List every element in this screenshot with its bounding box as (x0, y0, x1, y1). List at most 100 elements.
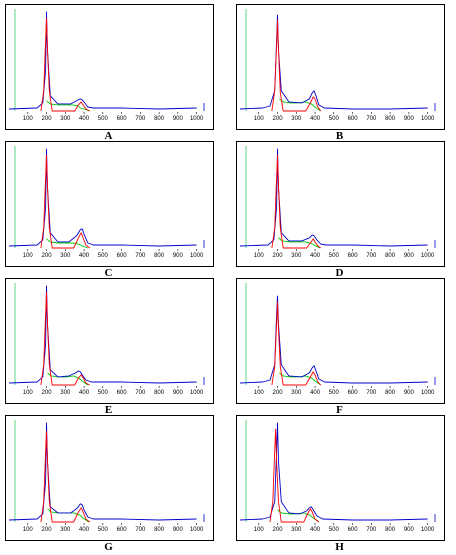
series-line-red (40, 430, 90, 523)
x-tick-label: 1000 (421, 253, 435, 259)
panel-letter-label: A (104, 130, 113, 142)
histogram-plot: 100 200 300 400 500 600 700 800 900 1000 (8, 9, 205, 122)
x-tick-label: 1000 (421, 390, 435, 396)
x-tick-label: 600 (117, 116, 128, 122)
panel-a: 100 200 300 400 500 600 700 800 900 1000 A (5, 4, 214, 144)
x-tick-label: 800 (154, 527, 165, 533)
x-tick-label: 300 (60, 527, 71, 533)
histogram-plot: 100 200 300 400 500 600 700 800 900 1000 (8, 283, 205, 396)
x-tick-label: 400 (310, 116, 321, 122)
plot-frame: 100 200 300 400 500 600 700 800 900 1000 (236, 415, 445, 541)
panel-letter-label: C (104, 267, 113, 279)
series-line-blue (239, 295, 428, 384)
series-line-blue (8, 285, 197, 384)
histogram-plot: 100 200 300 400 500 600 700 800 900 1000 (239, 420, 436, 533)
x-tick-label: 100 (254, 527, 265, 533)
x-tick-label: 100 (254, 390, 265, 396)
series-line-red (271, 301, 322, 386)
x-tick-label: 700 (366, 527, 377, 533)
plot-frame: 100 200 300 400 500 600 700 800 900 1000 (236, 4, 445, 130)
series-line-green (278, 237, 320, 249)
x-tick-label: 900 (173, 527, 184, 533)
x-tick-label: 200 (42, 390, 53, 396)
plot-frame: 100 200 300 400 500 600 700 800 900 1000 (236, 278, 445, 404)
x-tick-label: 300 (291, 390, 302, 396)
plot-frame: 100 200 300 400 500 600 700 800 900 1000 (236, 141, 445, 267)
series-line-green (47, 372, 89, 386)
x-tick-label: 700 (135, 253, 146, 259)
x-tick-label: 400 (310, 390, 321, 396)
x-tick-label: 600 (348, 527, 359, 533)
x-tick-label: 500 (329, 116, 340, 122)
x-tick-label: 300 (60, 390, 71, 396)
x-tick-label: 300 (291, 527, 302, 533)
plot-frame: 100 200 300 400 500 600 700 800 900 1000 (5, 4, 214, 130)
series-line-blue (8, 11, 197, 110)
series-line-red (40, 17, 90, 112)
x-tick-label: 400 (310, 253, 321, 259)
panel-letter-label: H (335, 541, 344, 553)
x-tick-label: 400 (79, 253, 90, 259)
series-line-blue (239, 14, 428, 110)
x-tick-label: 200 (42, 527, 53, 533)
x-tick-label: 800 (385, 390, 396, 396)
plot-frame: 100 200 300 400 500 600 700 800 900 1000 (5, 278, 214, 404)
x-tick-label: 600 (348, 116, 359, 122)
x-tick-label: 900 (404, 253, 415, 259)
x-tick-label: 700 (366, 116, 377, 122)
x-tick-label: 500 (98, 390, 109, 396)
x-tick-label: 600 (117, 253, 128, 259)
x-tick-label: 700 (366, 253, 377, 259)
x-tick-label: 600 (348, 253, 359, 259)
x-tick-label: 900 (173, 390, 184, 396)
x-tick-label: 600 (117, 527, 128, 533)
x-tick-label: 1000 (190, 527, 204, 533)
histogram-plot: 100 200 300 400 500 600 700 800 900 1000 (239, 146, 436, 259)
series-line-red (40, 154, 90, 249)
panel-g: 100 200 300 400 500 600 700 800 900 1000 G (5, 415, 214, 555)
x-tick-label: 1000 (190, 116, 204, 122)
x-tick-label: 100 (23, 253, 34, 259)
x-tick-label: 600 (348, 390, 359, 396)
x-tick-label: 300 (60, 253, 71, 259)
x-tick-label: 100 (23, 116, 34, 122)
x-tick-label: 800 (385, 253, 396, 259)
x-tick-label: 300 (291, 253, 302, 259)
x-tick-label: 200 (42, 116, 53, 122)
x-tick-label: 500 (98, 253, 109, 259)
x-tick-label: 700 (135, 527, 146, 533)
x-tick-label: 400 (310, 527, 321, 533)
series-line-green (46, 238, 88, 249)
x-tick-label: 500 (329, 253, 340, 259)
series-line-blue (239, 148, 428, 247)
panel-letter-label: B (335, 130, 344, 142)
x-tick-label: 100 (23, 390, 34, 396)
x-tick-label: 1000 (421, 116, 435, 122)
series-line-red (271, 19, 322, 112)
x-tick-label: 100 (254, 116, 265, 122)
x-tick-label: 200 (273, 116, 284, 122)
x-tick-label: 400 (79, 527, 90, 533)
x-tick-label: 900 (173, 116, 184, 122)
x-tick-label: 300 (60, 116, 71, 122)
series-line-red (271, 154, 321, 249)
panel-d: 100 200 300 400 500 600 700 800 900 1000 D (236, 141, 445, 281)
x-tick-label: 200 (273, 253, 284, 259)
panel-letter-label: F (336, 404, 343, 416)
x-tick-label: 500 (329, 390, 340, 396)
x-tick-label: 500 (329, 527, 340, 533)
panel-h: 100 200 300 400 500 600 700 800 900 1000 H (236, 415, 445, 555)
x-tick-label: 1000 (190, 390, 204, 396)
panel-c: 100 200 300 400 500 600 700 800 900 1000 C (5, 141, 214, 281)
x-tick-label: 100 (254, 253, 265, 259)
panel-letter-label: D (335, 267, 344, 279)
series-line-red (40, 291, 90, 386)
x-tick-label: 400 (79, 390, 90, 396)
histogram-plot: 100 200 300 400 500 600 700 800 900 1000 (239, 9, 436, 122)
x-tick-label: 800 (154, 116, 165, 122)
series-line-red (269, 428, 320, 523)
x-tick-label: 900 (173, 253, 184, 259)
x-tick-label: 1000 (421, 527, 435, 533)
x-tick-label: 900 (404, 390, 415, 396)
